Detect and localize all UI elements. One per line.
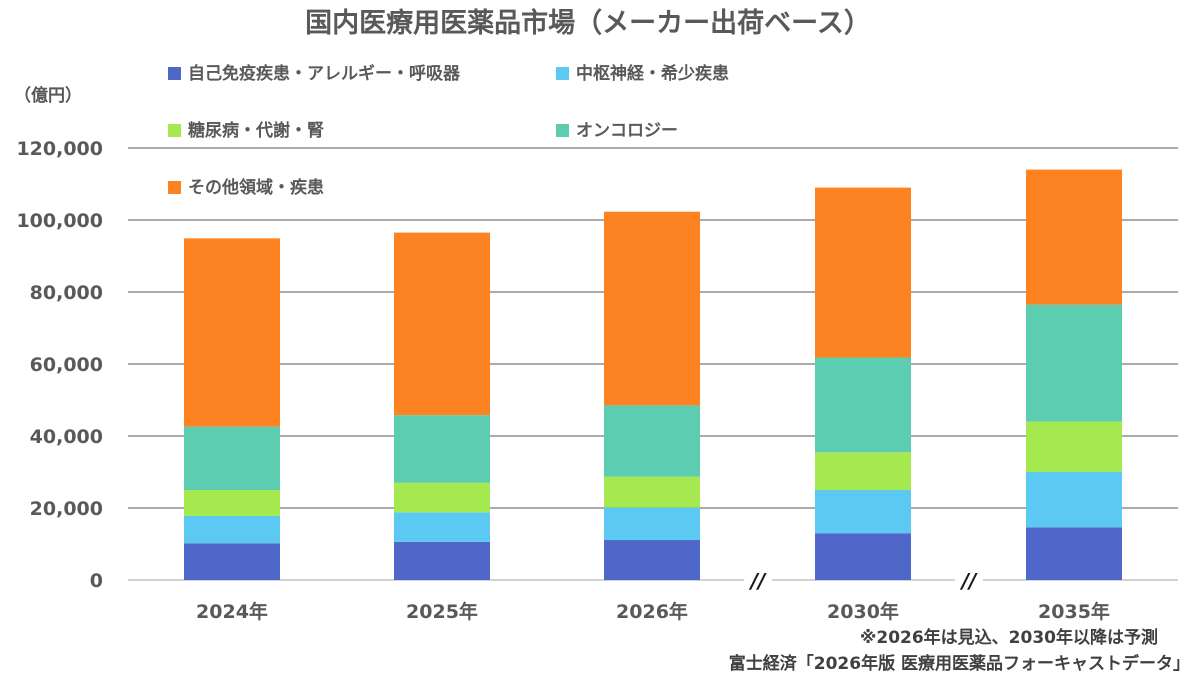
legend-swatch (168, 67, 181, 80)
bar-segment (394, 482, 490, 513)
axis-break-mark: // (749, 569, 767, 593)
chart-title: 国内医療用医薬品市場（メーカー出荷ベース） (305, 7, 871, 39)
category-label: 2025年 (406, 600, 478, 623)
y-tick-label: 0 (90, 570, 103, 592)
y-tick-label: 80,000 (30, 282, 103, 304)
legend-swatch (168, 181, 181, 194)
axis-break-marks: // // (744, 569, 983, 593)
bar-segment (184, 543, 280, 580)
bars (184, 169, 1122, 580)
legend-swatch (556, 67, 569, 80)
legend-label: 自己免疫疾患・アレルギー・呼吸器 (188, 63, 461, 84)
legend-label: オンコロジー (576, 121, 678, 141)
bar-segment (1026, 472, 1122, 528)
y-tick-labels: 0 20,000 40,000 60,000 80,000 100,000 120,000 (16, 138, 103, 592)
bar-segment (1026, 304, 1122, 422)
bar-segment (394, 415, 490, 483)
bar-segment (604, 476, 700, 508)
bar-segment (184, 515, 280, 544)
y-tick-label: 120,000 (16, 138, 103, 160)
category-label: 2026年 (616, 600, 688, 623)
bar-segment (184, 238, 280, 427)
bar-segment (604, 507, 700, 541)
bar-segment (184, 490, 280, 516)
bar-segment (815, 357, 911, 453)
axis-break-mark: // (960, 569, 978, 593)
legend-swatch (556, 124, 569, 137)
bar-segment (815, 490, 911, 534)
axis-break-gap (744, 573, 772, 587)
y-tick-label: 20,000 (30, 498, 103, 520)
bar-segment (604, 540, 700, 580)
forecast-note: ※2026年は見込、2030年以降は予測 (860, 627, 1158, 648)
legend-label: その他領域・疾患 (188, 177, 324, 198)
bar-segment (1026, 169, 1122, 305)
bar-segment (604, 211, 700, 406)
bar-segment (815, 187, 911, 358)
legend-swatch (168, 124, 181, 137)
source-note: 富士経済「2026年版 医療用医薬品フォーキャストデータ」 (729, 653, 1190, 674)
bar-segment (394, 512, 490, 542)
category-label: 2024年 (196, 600, 268, 623)
bar-segment (604, 405, 700, 477)
legend-label: 糖尿病・代謝・腎 (188, 120, 324, 141)
category-label: 2030年 (827, 600, 899, 623)
y-axis-unit: （億円） (14, 85, 82, 106)
category-label: 2035年 (1038, 600, 1110, 623)
legend-label: 中枢神経・希少疾患 (576, 63, 729, 84)
y-tick-label: 100,000 (16, 210, 103, 232)
bar-segment (184, 426, 280, 490)
bar-segment (394, 232, 490, 416)
y-tick-label: 60,000 (30, 354, 103, 376)
bar-segment (1026, 527, 1122, 580)
bar-segment (815, 533, 911, 580)
bar-segment (1026, 421, 1122, 472)
bar-segment (815, 452, 911, 490)
bar-segment (394, 541, 490, 580)
category-labels: 2024年 2025年 2026年 2030年 2035年 (196, 600, 1110, 623)
axis-break-gap (955, 573, 983, 587)
y-tick-label: 40,000 (30, 426, 103, 448)
